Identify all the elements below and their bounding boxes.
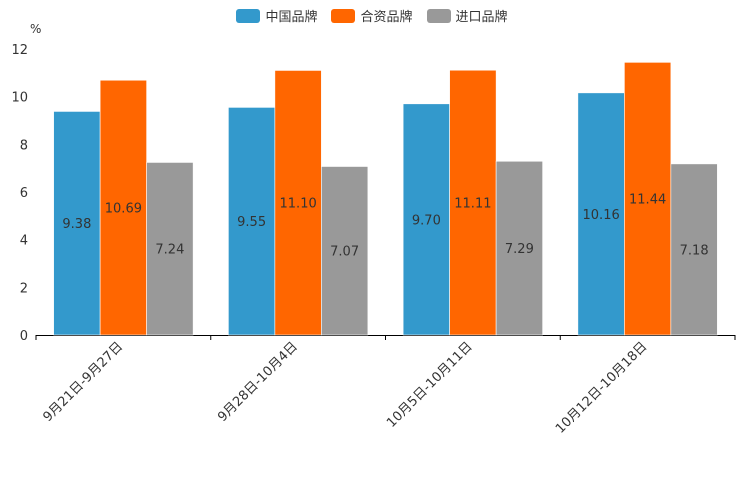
legend-item-joint-venture-brand[interactable]: 合资品牌 [331,6,413,25]
bar [449,69,497,336]
bar [670,163,718,336]
bar [146,162,194,336]
legend-label-import-brand: 进口品牌 [455,10,508,25]
bar [495,160,543,336]
y-tick-label: 4 [20,234,28,249]
data-label: 10.16 [583,208,620,223]
legend-item-import-brand[interactable]: 进口品牌 [426,6,508,25]
y-axis-unit-label: % [30,22,41,36]
y-tick-label: 6 [20,186,28,201]
x-tick-label: 10月12日-10月18日 [553,339,650,436]
data-label: 9.70 [412,213,441,228]
bar [274,70,322,336]
x-tick-label: 9月21日-9月27日 [40,339,126,425]
data-label: 7.24 [155,243,184,258]
legend: 中国品牌 合资品牌 进口品牌 [0,6,744,25]
bar [402,103,450,336]
legend-item-china-brand[interactable]: 中国品牌 [236,6,317,25]
data-label: 11.44 [629,193,666,208]
legend-label-china-brand: 中国品牌 [265,10,318,25]
legend-label-joint-venture-brand: 合资品牌 [360,10,413,25]
data-label: 7.29 [505,242,534,257]
bar [577,92,625,336]
y-tick-label: 8 [20,138,28,153]
data-label: 9.38 [62,217,91,232]
x-tick-label: 9月28日-10月4日 [215,339,301,425]
data-label: 9.55 [237,215,266,230]
data-label: 7.18 [680,243,709,258]
data-label: 11.11 [454,197,491,212]
y-tick-label: 12 [11,43,28,58]
y-tick-label: 0 [20,329,28,344]
legend-swatch-china-brand [236,8,261,23]
y-tick-label: 2 [20,281,28,296]
bar [228,107,276,336]
data-label: 10.69 [105,202,142,217]
bar [99,79,147,336]
data-label: 7.07 [330,245,359,260]
bar [321,166,369,336]
bar [624,62,672,336]
data-label: 11.10 [280,197,317,212]
bars [53,62,718,336]
y-tick-label: 10 [11,91,28,106]
legend-swatch-import-brand [426,8,451,23]
bar [53,111,101,336]
data-labels: 9.38 9.55 9.70 10.16 10.69 11.10 11.11 11.44 7.2… [62,193,708,260]
legend-swatch-joint-venture-brand [331,8,356,23]
x-tick-label: 10月5日-10月11日 [384,339,476,431]
